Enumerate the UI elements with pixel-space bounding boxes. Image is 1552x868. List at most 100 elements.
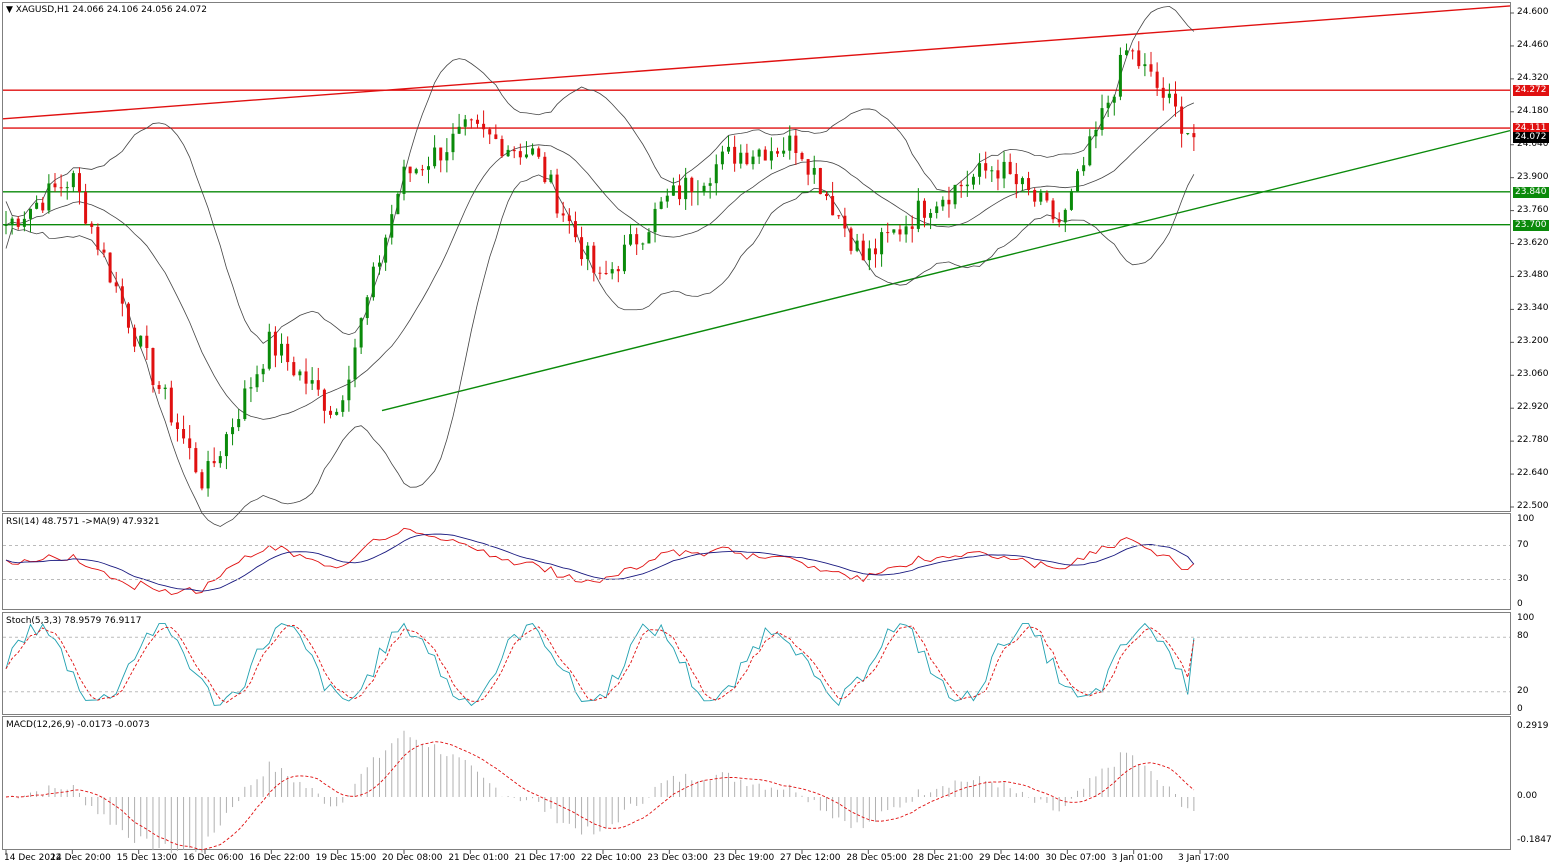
candle-body [378, 262, 382, 267]
candle-body [433, 147, 437, 167]
rsi-tick-label: 30 [1517, 573, 1529, 584]
price-tick-label: 23.480 [1517, 270, 1549, 281]
candle-body [1057, 219, 1061, 223]
candle-body [316, 380, 320, 390]
candle-body [641, 243, 645, 245]
candle-body [978, 163, 982, 177]
candle-body [1167, 93, 1171, 98]
time-tick-label: 23 Dec 19:00 [713, 853, 775, 863]
candle-body [929, 213, 933, 218]
candle-body [255, 374, 259, 388]
candle-body [1143, 64, 1147, 67]
candle-body [953, 184, 957, 205]
candle-body [500, 139, 504, 157]
candle-body [359, 318, 363, 348]
chevron-down-icon[interactable]: ▼ [6, 5, 13, 15]
time-tick-label: 22 Dec 10:00 [581, 853, 642, 863]
candle-body [322, 389, 326, 411]
candle-body [157, 385, 161, 390]
candle-body [1131, 50, 1135, 52]
candle-body [4, 224, 8, 226]
candle-body [806, 159, 810, 175]
candle-body [249, 387, 253, 389]
price-legend-text: XAGUSD,H1 24.066 24.106 24.056 24.072 [15, 5, 207, 15]
candle-body [1020, 178, 1024, 185]
candle-body [439, 147, 443, 161]
candle-body [175, 422, 179, 430]
candle-body [163, 387, 167, 390]
candle-body [463, 119, 467, 127]
candle-body [1069, 191, 1073, 210]
stoch-pane[interactable] [2, 612, 1511, 715]
candle-body [1174, 93, 1178, 107]
candle-body [855, 240, 859, 251]
candle-body [580, 237, 584, 260]
candle-body [1125, 50, 1129, 55]
candle-body [659, 201, 663, 209]
candle-body [28, 208, 32, 219]
candle-body [635, 234, 639, 245]
candle-body [537, 148, 541, 157]
price-tick-label: 24.320 [1517, 72, 1549, 83]
candle-body [445, 152, 449, 161]
candle-body [898, 229, 902, 235]
candle-body [678, 185, 682, 200]
price-tick-label: 24.180 [1517, 105, 1549, 116]
candle-body [108, 252, 112, 283]
candle-body [1112, 96, 1116, 103]
time-tick-label: 28 Dec 21:00 [912, 853, 974, 863]
time-tick-label: 15 Dec 13:00 [116, 853, 178, 863]
candle-body [794, 135, 798, 154]
macd-signal-line [5, 741, 1195, 851]
candle-body [114, 282, 118, 287]
price-level-tag: 24.272 [1513, 85, 1549, 97]
candle-body [408, 166, 412, 174]
price-tick-label: 23.200 [1517, 336, 1549, 347]
candle-body [1192, 133, 1196, 138]
rsi-pane[interactable] [2, 513, 1511, 610]
stoch-tick-label: 0 [1517, 704, 1523, 714]
candle-body [96, 226, 100, 250]
rsi-legend: RSI(14) 48.7571 ->MA(9) 47.9321 [6, 517, 160, 527]
candle-body [922, 200, 926, 218]
candle-body [604, 273, 608, 275]
candle-body [812, 167, 816, 175]
time-tick-label: 23 Dec 03:00 [647, 853, 708, 863]
candle-body [1002, 161, 1006, 179]
macd-pane[interactable] [2, 716, 1511, 850]
price-tick-label: 23.760 [1517, 204, 1549, 215]
price-legend: ▼ XAGUSD,H1 24.066 24.106 24.056 24.072 [6, 5, 207, 15]
candle-body [586, 245, 590, 260]
candle-body [261, 368, 265, 375]
candle-body [1063, 209, 1067, 223]
candle-body [782, 150, 786, 154]
candle-body [916, 200, 920, 229]
candle-body [867, 248, 871, 261]
rsi-ma-line [5, 533, 1195, 592]
candle-body [451, 133, 455, 153]
price-tick-label: 23.900 [1517, 171, 1549, 182]
candle-body [561, 213, 565, 216]
price-pane[interactable] [2, 2, 1511, 512]
candle-body [941, 199, 945, 207]
candle-body [696, 191, 700, 193]
candle-body [880, 232, 884, 255]
candle-body [102, 249, 106, 253]
candle-body [84, 191, 88, 224]
bollinger-middle [5, 102, 1195, 420]
stoch-signal-line [5, 624, 1195, 704]
candle-body [665, 195, 669, 202]
candle-body [292, 362, 296, 376]
candle-body [1076, 171, 1080, 192]
bollinger-lower [5, 174, 1195, 527]
stoch-tick-label: 100 [1517, 613, 1535, 623]
candle-body [531, 148, 535, 155]
price-tick-label: 22.640 [1517, 468, 1549, 479]
candle-body [684, 177, 688, 200]
stoch-main-line [5, 622, 1195, 707]
candle-body [831, 196, 835, 216]
candle-body [482, 123, 486, 130]
candle-body [218, 456, 222, 464]
candle-body [1094, 129, 1098, 137]
